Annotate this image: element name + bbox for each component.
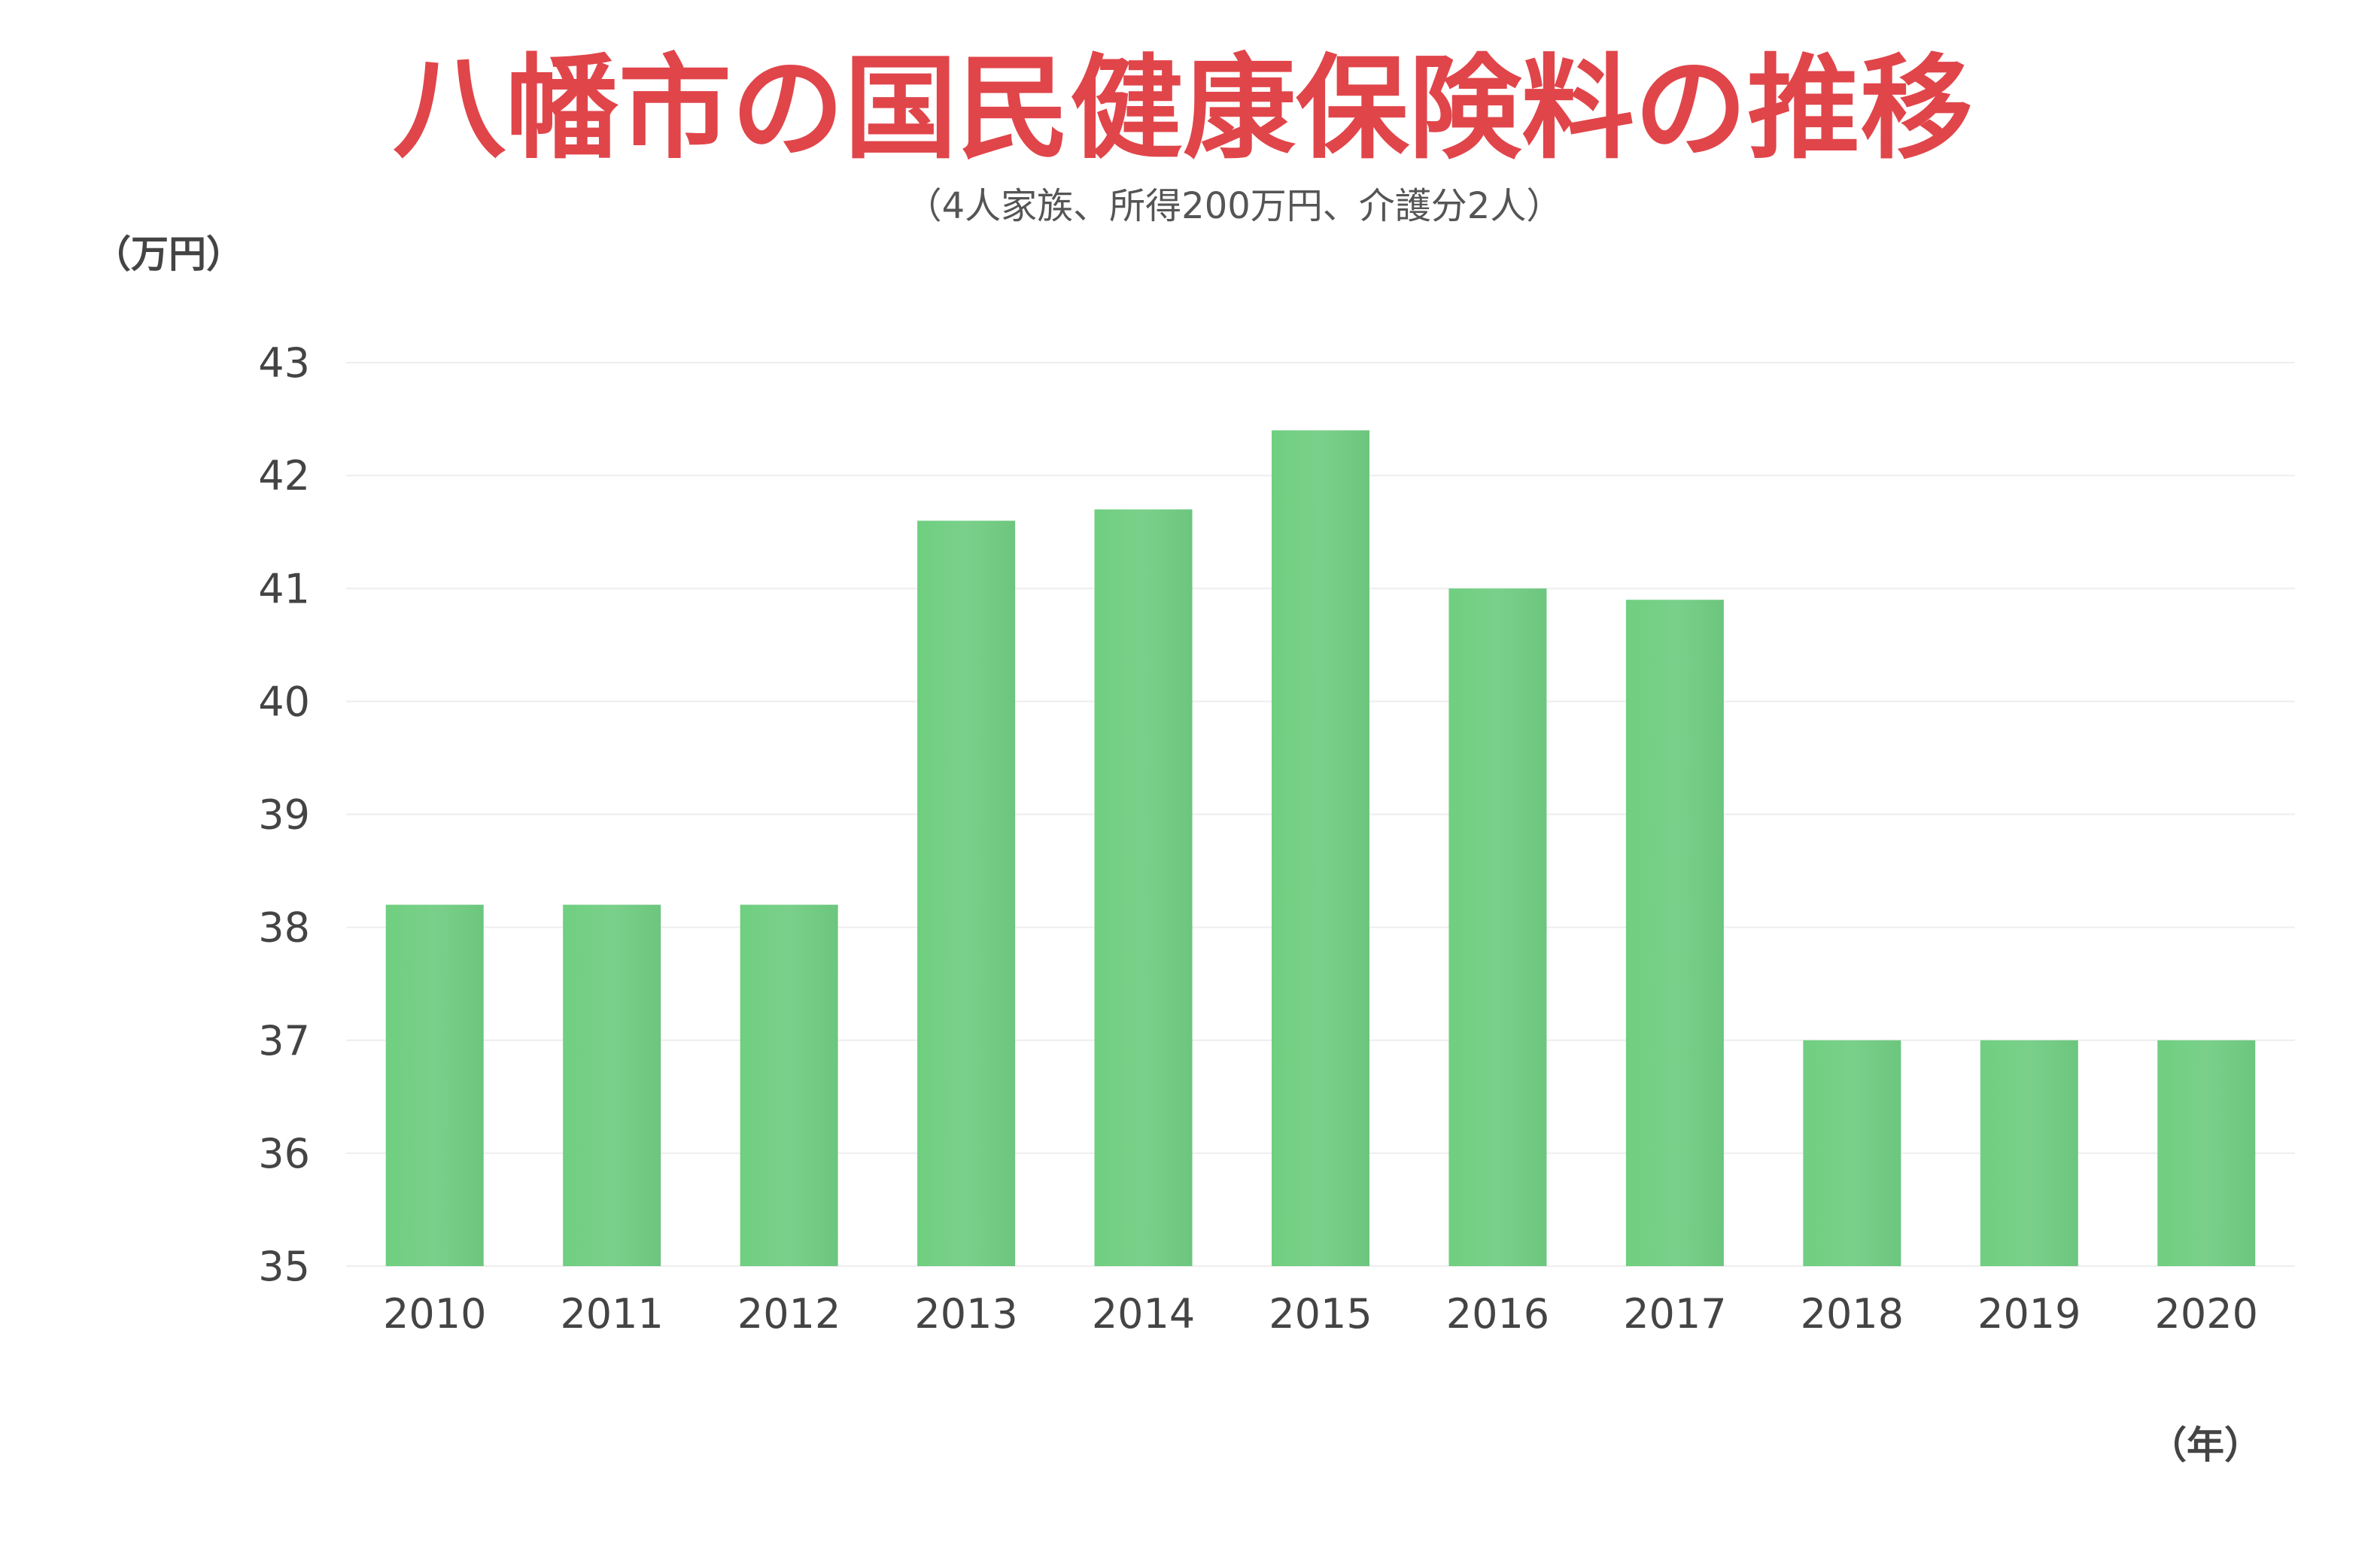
bar-2013 <box>917 521 1016 1266</box>
y-tick-label: 39 <box>258 791 310 839</box>
y-axis-unit: （万円） <box>93 232 244 276</box>
y-tick-label: 37 <box>258 1017 310 1065</box>
bars <box>385 430 2256 1267</box>
y-tick-label: 36 <box>258 1130 310 1177</box>
bar-2020 <box>2157 1040 2256 1266</box>
y-tick-label: 40 <box>258 678 310 725</box>
x-tick-label: 2015 <box>1269 1290 1372 1338</box>
x-axis-ticks: 2010 2011 2012 2013 2014 2015 2016 2017 2018 2019… <box>383 1290 2258 1338</box>
bar-2017 <box>1625 600 1724 1266</box>
y-tick-label: 42 <box>258 452 310 500</box>
x-tick-label: 2019 <box>1977 1290 2081 1338</box>
x-tick-label: 2017 <box>1623 1290 1726 1338</box>
x-tick-label: 2011 <box>560 1290 663 1338</box>
x-tick-label: 2016 <box>1446 1290 1549 1338</box>
bar-2019 <box>1980 1040 2078 1266</box>
x-tick-label: 2013 <box>914 1290 1017 1338</box>
x-tick-label: 2012 <box>737 1290 840 1338</box>
bar-2016 <box>1448 588 1547 1266</box>
y-tick-label: 43 <box>258 339 310 387</box>
chart-title: 八幡市の国民健康保険料の推移 <box>393 44 1973 175</box>
y-tick-label: 35 <box>258 1243 310 1290</box>
y-tick-label: 41 <box>258 565 310 612</box>
bar-2010 <box>385 904 484 1266</box>
x-tick-label: 2020 <box>2155 1290 2258 1338</box>
x-tick-label: 2010 <box>383 1290 486 1338</box>
bar-2018 <box>1803 1040 1901 1266</box>
bar-2014 <box>1094 509 1193 1266</box>
y-axis-ticks: 35 36 37 38 39 40 41 42 43 <box>258 339 310 1290</box>
x-tick-label: 2018 <box>1801 1290 1904 1338</box>
x-axis-unit: （年） <box>2149 1423 2262 1467</box>
x-tick-label: 2014 <box>1092 1290 1195 1338</box>
y-tick-label: 38 <box>258 904 310 952</box>
bar-2011 <box>563 904 661 1266</box>
bar-2015 <box>1272 430 1369 1267</box>
chart-subtitle: （4人家族、所得200万円、介護分2人） <box>906 185 1563 227</box>
bar-2012 <box>740 904 838 1266</box>
